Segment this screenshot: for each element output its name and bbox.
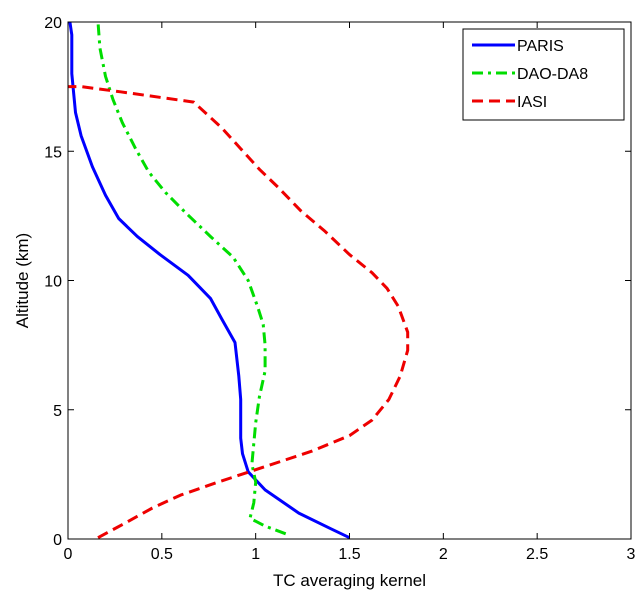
y-tick-label: 5 — [53, 403, 62, 420]
x-tick-label: 0 — [64, 546, 73, 563]
series-line-dao-da8 — [96, 21, 287, 536]
legend-label: DAO-DA8 — [517, 66, 588, 83]
legend-label: PARIS — [517, 38, 564, 55]
series-line-iasi — [68, 85, 410, 540]
legend: PARIS DAO-DA8 IASI — [462, 28, 625, 121]
y-tick-label: 15 — [44, 144, 62, 161]
tick-layer: 0 0.5 1 1.5 2 2.5 3 0 5 10 15 20 — [44, 15, 635, 563]
x-tick-label: 1.5 — [338, 546, 360, 563]
x-tick-label: 2.5 — [526, 546, 548, 563]
x-tick-label: 3 — [627, 546, 636, 563]
x-tick-label: 2 — [439, 546, 448, 563]
x-axis-title: TC averaging kernel — [273, 571, 426, 590]
series-line-paris — [68, 21, 351, 540]
y-tick-label: 20 — [44, 15, 62, 32]
y-tick-label: 10 — [44, 274, 62, 291]
legend-label: IASI — [517, 94, 547, 111]
y-tick-label: 0 — [53, 532, 62, 549]
x-tick-label: 1 — [251, 546, 260, 563]
series-layer — [68, 21, 410, 540]
y-axis-title: Altitude (km) — [13, 233, 32, 328]
x-tick-label: 0.5 — [151, 546, 173, 563]
